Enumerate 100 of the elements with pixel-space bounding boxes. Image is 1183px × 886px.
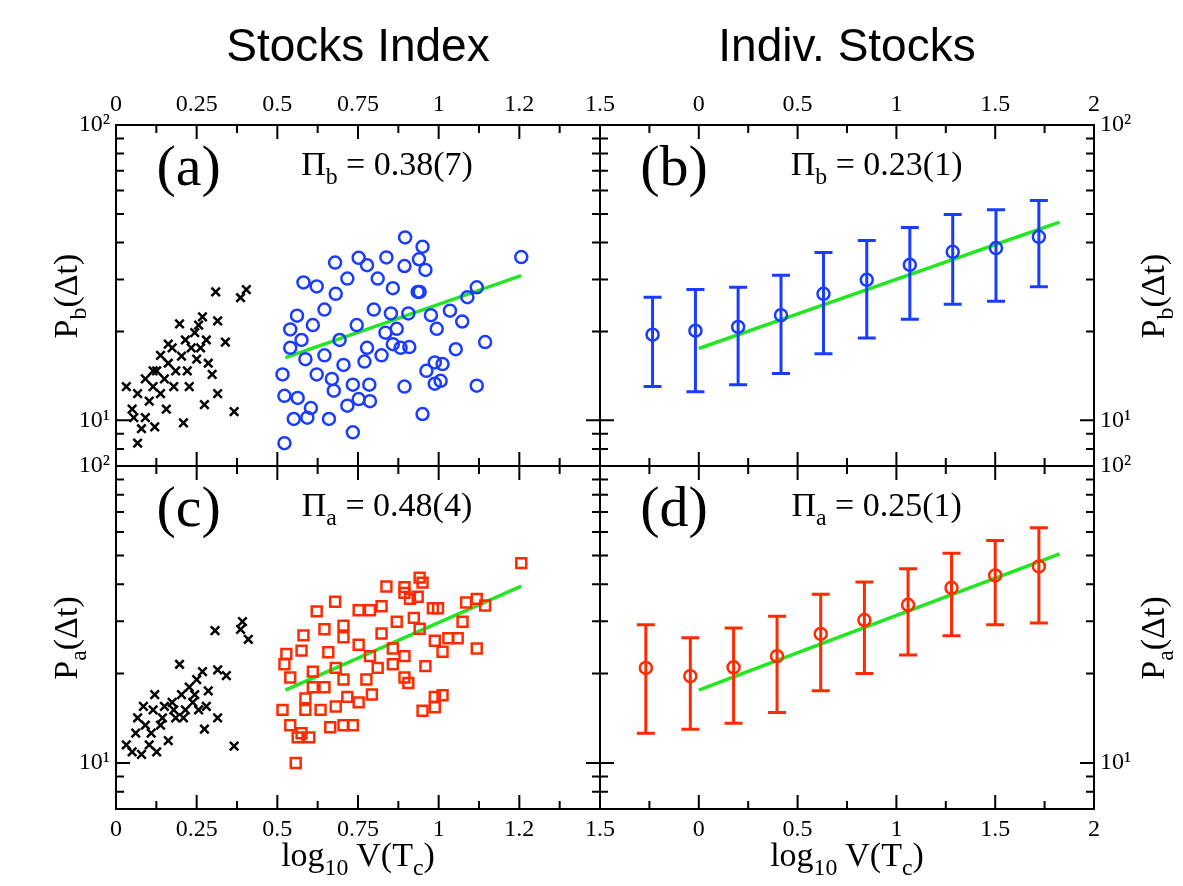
point xyxy=(212,315,224,327)
point xyxy=(137,700,149,712)
chart-title: Indiv. Stocks xyxy=(718,19,976,71)
point xyxy=(147,365,159,377)
point xyxy=(185,342,197,354)
x-tick-label: 0 xyxy=(692,89,705,116)
point xyxy=(196,666,208,678)
x-tick-label: 2 xyxy=(1088,89,1100,116)
point xyxy=(174,318,186,330)
point xyxy=(242,633,254,645)
point xyxy=(1031,229,1047,245)
x-tick-label: 1.2 xyxy=(504,814,535,841)
point xyxy=(645,327,660,342)
y-tick-label: 10² xyxy=(78,110,110,137)
x-tick-label: 1 xyxy=(432,89,445,116)
annotation: Π$_{b}$ = 0.23(1) xyxy=(790,145,963,189)
point xyxy=(183,381,195,393)
point xyxy=(683,668,698,684)
point xyxy=(176,350,187,362)
x-tick-label: 0 xyxy=(692,814,705,841)
x-tick-label: 1.2 xyxy=(504,89,535,116)
point xyxy=(209,625,221,637)
x-tick-label: 0 xyxy=(110,89,122,116)
point xyxy=(143,395,155,407)
point xyxy=(202,685,214,697)
point xyxy=(726,660,741,675)
y-tick-label: 10¹ xyxy=(78,748,110,775)
y-tick-label: 10² xyxy=(78,451,110,478)
y2-tick-label: 10² xyxy=(1100,451,1132,478)
y2-tick-label: 10² xyxy=(1100,110,1132,137)
x-tick-label: 1 xyxy=(890,89,903,116)
point xyxy=(773,307,789,323)
point xyxy=(149,689,161,701)
point xyxy=(206,368,218,380)
x-tick-label: 1.5 xyxy=(585,89,615,116)
point xyxy=(944,580,959,596)
point xyxy=(139,373,151,385)
point xyxy=(228,740,240,752)
chart-title: Stocks Index xyxy=(226,19,490,71)
point xyxy=(191,674,203,686)
point xyxy=(183,681,195,693)
x-tick-label: 1.5 xyxy=(980,89,1011,116)
annotation: (b) xyxy=(640,132,708,198)
point xyxy=(149,421,161,433)
point xyxy=(769,648,785,664)
x-tick-label: 0 xyxy=(110,814,122,841)
x-tick-label: 2 xyxy=(1088,814,1100,841)
point xyxy=(162,735,174,747)
point xyxy=(151,746,163,758)
annotation: (d) xyxy=(640,474,708,540)
annotation: Π$_{b}$ = 0.38(7) xyxy=(301,145,473,189)
point xyxy=(1031,559,1047,574)
point xyxy=(155,349,167,361)
x-tick-label: 1.5 xyxy=(980,814,1011,841)
point xyxy=(859,272,875,288)
x-tick-label: 0.5 xyxy=(782,89,813,116)
point xyxy=(139,412,151,424)
point xyxy=(988,240,1004,256)
point xyxy=(193,704,205,716)
point xyxy=(212,712,224,724)
point xyxy=(198,723,210,735)
point xyxy=(132,388,144,400)
point xyxy=(191,353,203,365)
point xyxy=(235,292,247,304)
point xyxy=(168,381,180,393)
point xyxy=(945,244,960,260)
y2-tick-label: 10¹ xyxy=(1100,405,1132,432)
x-tick-label: 1.5 xyxy=(585,814,615,841)
point xyxy=(200,700,212,712)
point xyxy=(162,338,174,350)
point xyxy=(179,334,191,346)
point xyxy=(987,568,1003,583)
y-tick-label: 10¹ xyxy=(78,405,110,432)
point xyxy=(139,719,151,731)
point xyxy=(195,342,207,354)
point xyxy=(126,746,138,758)
point xyxy=(212,388,224,400)
point xyxy=(202,357,214,369)
point xyxy=(136,423,147,435)
point xyxy=(155,388,167,400)
point xyxy=(132,437,144,449)
point xyxy=(857,612,872,628)
point xyxy=(130,727,142,739)
point xyxy=(200,334,212,346)
point xyxy=(162,357,174,369)
point xyxy=(220,670,232,682)
point xyxy=(240,284,252,296)
point xyxy=(688,323,703,338)
point xyxy=(198,399,210,411)
point xyxy=(900,597,916,613)
point xyxy=(151,365,163,377)
point xyxy=(174,658,186,670)
point xyxy=(132,712,144,724)
point xyxy=(170,365,182,377)
point xyxy=(181,365,193,377)
point xyxy=(210,286,222,298)
point xyxy=(730,319,746,335)
point xyxy=(136,748,147,760)
annotation: Π$_{a}$ = 0.25(1) xyxy=(791,486,962,530)
point xyxy=(219,336,231,348)
